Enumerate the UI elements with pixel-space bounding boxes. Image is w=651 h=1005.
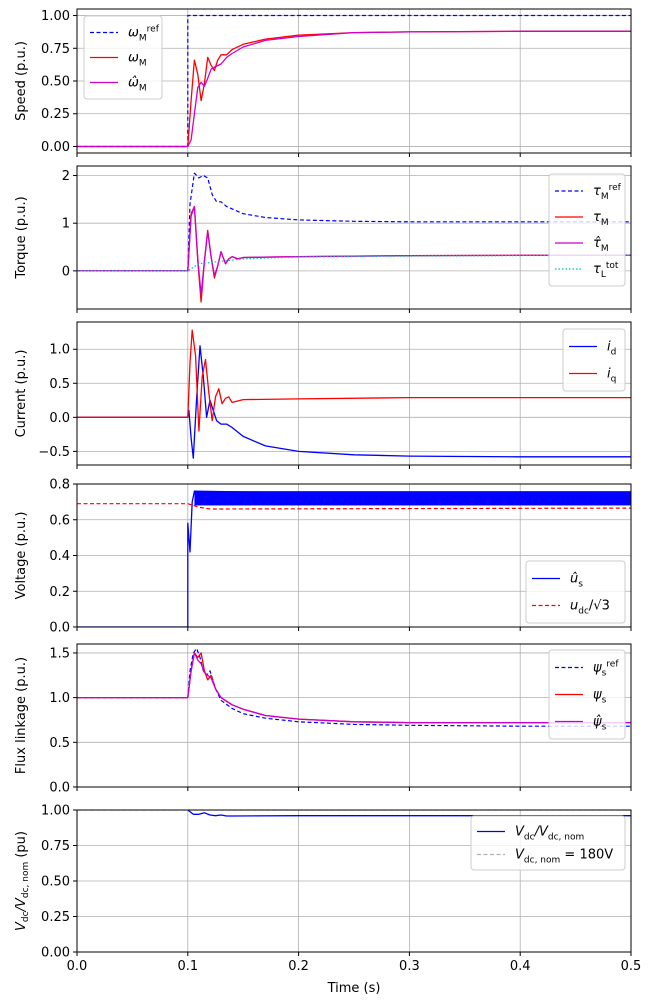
svg-text:ψ̂s: ψ̂s (593, 715, 607, 733)
series-line (77, 503, 631, 510)
series-line (187, 810, 631, 817)
series-group (77, 14, 631, 148)
y-tick-label: 0.25 (41, 910, 70, 925)
series-group (77, 810, 631, 817)
series-line (77, 172, 631, 272)
grid (76, 166, 632, 309)
legend-flux: ψsref ψs ψ̂s (548, 649, 626, 740)
series-line (77, 329, 631, 432)
y-tick-label: 0 (62, 264, 70, 279)
svg-text:Vdc, nom = 180V: Vdc, nom = 180V (515, 848, 613, 866)
svg-text:ψsref: ψsref (593, 660, 619, 679)
series-line (77, 30, 631, 148)
y-tick-label: 0.2 (49, 585, 70, 600)
y-tick-label: 1.0 (49, 343, 70, 358)
svg-text:τ̂M: τ̂M (593, 236, 609, 254)
legend-dc-voltage: Vdc/Vdc, nom Vdc, nom = 180V (470, 815, 626, 871)
y-tick-label: 0.4 (49, 549, 70, 564)
y-tick-label: −0.5 (38, 445, 70, 460)
y-tick-label: 0.00 (41, 140, 70, 155)
panel-flux: 0.0 0.5 1.0 1.5 Flux linkage (p.u.) ψsref ψs ψ̂… (14, 643, 632, 796)
x-tick-label: 0.4 (510, 959, 531, 974)
grid (76, 322, 632, 465)
svg-text:τMref: τMref (593, 183, 622, 202)
series-group (77, 172, 631, 303)
series-group (77, 329, 631, 459)
series-band (194, 491, 631, 506)
x-axis-label: Time (s) (327, 981, 381, 996)
axes-frame (76, 165, 632, 310)
y-tick-label: 0.5 (49, 736, 70, 751)
y-tick-label: 0.75 (41, 839, 70, 854)
series-line (77, 647, 631, 727)
y-tick-label: 0.50 (41, 875, 70, 890)
svg-text:Vdc/Vdc, nom: Vdc/Vdc, nom (515, 825, 584, 843)
series-line (77, 205, 631, 296)
panel-voltage: 0.0 0.2 0.4 0.6 0.8 Voltage (p.u.) ûs udc/√3 (14, 478, 632, 636)
panel-torque: 0 1 2 Torque (p.u.) τMref τM τ̂M τLtot (14, 165, 632, 313)
svg-text:id: id (607, 340, 616, 358)
y-tick-label: 0.8 (49, 478, 70, 493)
svg-text:ψs: ψs (593, 688, 607, 706)
y-axis-label: Current (p.u.) (14, 350, 29, 438)
svg-text:udc/√3: udc/√3 (570, 599, 610, 617)
y-tick-label: 0.0 (49, 411, 70, 426)
series-line (77, 254, 631, 272)
panel-current: −0.5 0.0 0.5 1.0 Current (p.u.) id iq (14, 321, 632, 469)
svg-text:ûs: ûs (570, 572, 583, 590)
svg-text:ω̂M: ω̂M (128, 76, 147, 94)
panel-dc_voltage: 0.0 0.1 0.2 0.3 0.4 0.5 0.00 0.25 0.50 0.75 1.00 Vd… (14, 804, 641, 975)
y-axis-label: Vdc/Vdc, nom (pu) (14, 831, 31, 931)
y-tick-label: 0.75 (41, 42, 70, 57)
y-tick-label: 0.50 (41, 75, 70, 90)
axes-frame (76, 643, 632, 788)
x-tick-label: 0.0 (67, 959, 88, 974)
y-tick-label: 0.00 (41, 946, 70, 961)
x-tick-label: 0.5 (621, 959, 642, 974)
y-tick-label: 0.25 (41, 107, 70, 122)
series-group (77, 647, 631, 727)
y-axis-label: Torque (p.u.) (14, 196, 29, 279)
series-line (77, 490, 631, 627)
series-line (77, 345, 631, 459)
y-tick-label: 2 (62, 169, 70, 184)
series-line (77, 652, 631, 724)
legend-voltage: ûs udc/√3 (525, 560, 626, 624)
y-axis-label: Speed (p.u.) (14, 41, 29, 121)
series-line (77, 652, 631, 724)
x-tick-label: 0.3 (399, 959, 420, 974)
series-group (77, 490, 631, 627)
legend-current: id iq (562, 328, 626, 392)
svg-text:ωMref: ωMref (128, 25, 160, 44)
grid (76, 644, 632, 788)
y-tick-label: 0.6 (49, 513, 70, 528)
y-tick-label: 1.0 (49, 691, 70, 706)
svg-text:iq: iq (607, 367, 616, 385)
legend-speed: ωMref ωM ω̂M (83, 15, 163, 100)
y-axis-label: Flux linkage (p.u.) (14, 657, 29, 774)
y-tick-label: 1.00 (41, 9, 70, 24)
axes-frame (76, 321, 632, 466)
svg-text:τM: τM (593, 210, 609, 228)
y-tick-label: 1.5 (49, 646, 70, 661)
x-tick-label: 0.2 (288, 959, 309, 974)
y-tick-label: 1.00 (41, 804, 70, 819)
y-tick-label: 0.5 (49, 377, 70, 392)
y-tick-label: 0.0 (49, 781, 70, 796)
x-tick-label: 0.1 (177, 959, 198, 974)
y-tick-label: 0.0 (49, 621, 70, 636)
y-axis-label: Voltage (p.u.) (14, 512, 29, 600)
svg-text:τLtot: τLtot (593, 261, 619, 280)
svg-text:ωM: ωM (128, 51, 147, 69)
y-tick-label: 1 (62, 217, 70, 232)
legend-torque: τMref τM τ̂M τLtot (548, 173, 626, 287)
